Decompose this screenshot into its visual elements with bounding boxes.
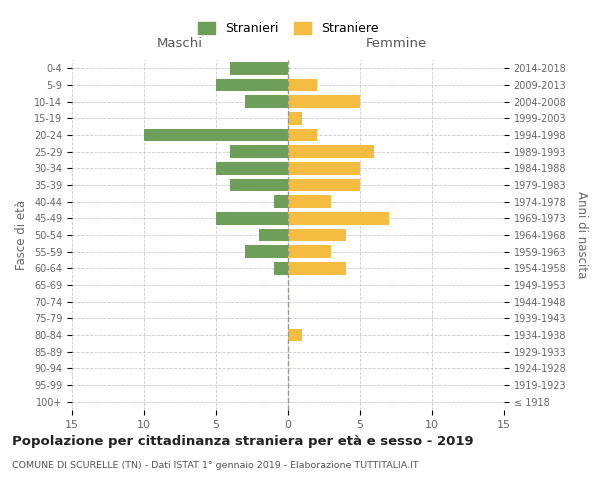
Text: Femmine: Femmine (365, 36, 427, 50)
Text: COMUNE DI SCURELLE (TN) - Dati ISTAT 1° gennaio 2019 - Elaborazione TUTTITALIA.I: COMUNE DI SCURELLE (TN) - Dati ISTAT 1° … (12, 460, 419, 469)
Bar (288, 129, 317, 141)
Bar (230, 146, 288, 158)
Bar (245, 96, 288, 108)
Y-axis label: Fasce di età: Fasce di età (16, 200, 28, 270)
Bar (216, 162, 288, 174)
Bar (288, 212, 389, 224)
Bar (274, 262, 288, 274)
Bar (288, 146, 374, 158)
Bar (288, 262, 346, 274)
Text: Popolazione per cittadinanza straniera per età e sesso - 2019: Popolazione per cittadinanza straniera p… (12, 435, 473, 448)
Legend: Stranieri, Straniere: Stranieri, Straniere (193, 18, 383, 40)
Bar (216, 79, 288, 92)
Y-axis label: Anni di nascita: Anni di nascita (575, 192, 588, 278)
Bar (288, 162, 360, 174)
Text: Maschi: Maschi (157, 36, 203, 50)
Bar (288, 96, 360, 108)
Bar (274, 196, 288, 208)
Bar (230, 62, 288, 74)
Bar (288, 196, 331, 208)
Bar (288, 229, 346, 241)
Bar (288, 79, 317, 92)
Bar (288, 179, 360, 192)
Bar (230, 179, 288, 192)
Bar (259, 229, 288, 241)
Bar (288, 246, 331, 258)
Bar (216, 212, 288, 224)
Bar (288, 329, 302, 341)
Bar (245, 246, 288, 258)
Bar (144, 129, 288, 141)
Bar (288, 112, 302, 124)
